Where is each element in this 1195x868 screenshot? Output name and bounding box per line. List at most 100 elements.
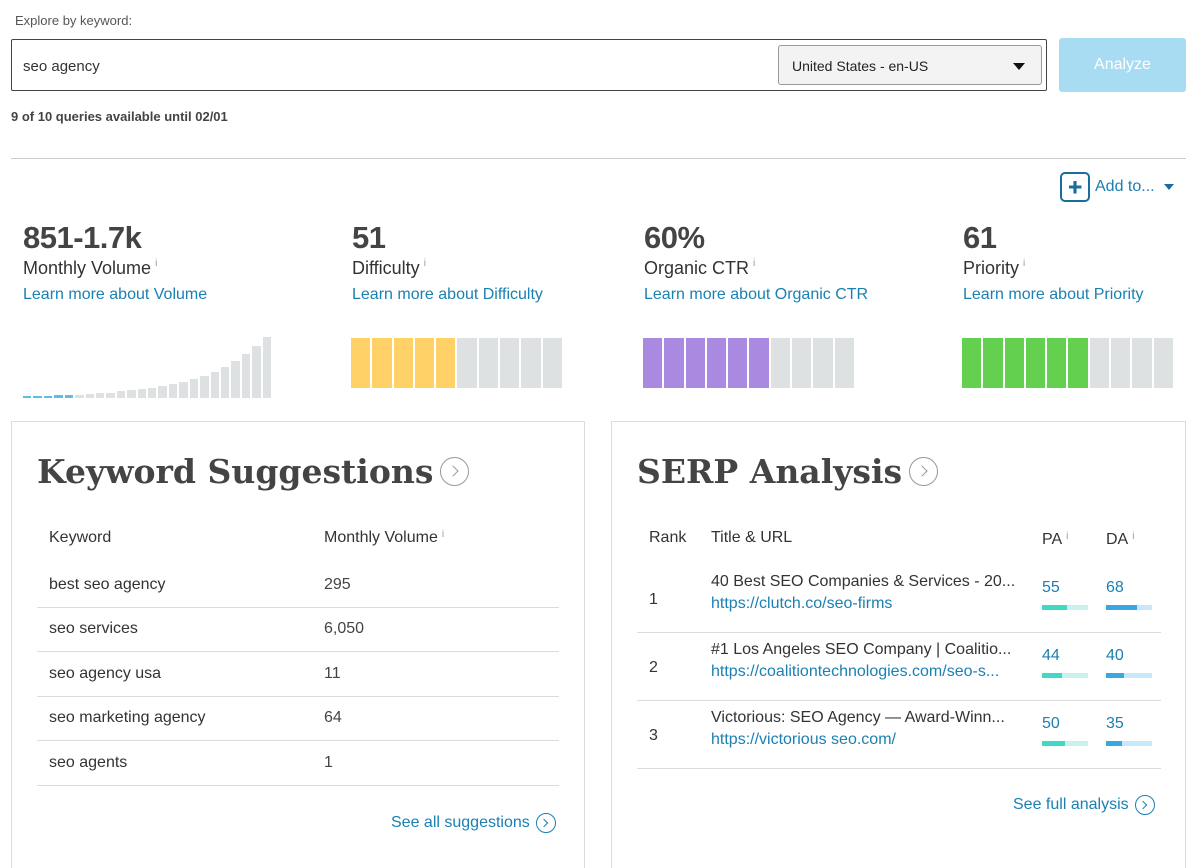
metric-name: Organic CTR <box>644 258 750 278</box>
learn-more-volume-link[interactable]: Learn more about Volume <box>23 286 208 303</box>
pa-value: 44 <box>1042 647 1060 664</box>
da-meter <box>1106 673 1152 678</box>
meter-segment <box>351 338 371 388</box>
search-box: United States - en-US <box>11 39 1047 91</box>
meter-segment <box>436 338 456 388</box>
table-row: 1 40 Best SEO Companies & Services - 20.… <box>637 565 1161 633</box>
see-full-analysis-link[interactable]: See full analysis <box>1013 795 1155 815</box>
volume-cell: 64 <box>324 709 342 726</box>
meter-segment <box>813 338 833 388</box>
priority-meter <box>962 338 1173 388</box>
info-icon[interactable]: i <box>155 258 158 269</box>
learn-more-difficulty-link[interactable]: Learn more about Difficulty <box>352 286 543 303</box>
result-url-link[interactable]: https://clutch.co/seo-firms <box>711 595 893 612</box>
card-title: Keyword Suggestions <box>37 452 434 491</box>
info-icon[interactable]: i <box>1023 258 1026 269</box>
volume-bar-chart <box>23 337 272 398</box>
meter-segment <box>770 338 791 388</box>
volume-bar <box>54 395 63 398</box>
table-row: seo agency usa 11 <box>37 653 559 697</box>
meter-segment <box>1004 338 1024 388</box>
add-to-button[interactable]: Add to... <box>1060 172 1174 202</box>
locale-value: United States - en-US <box>792 58 929 74</box>
chevron-right-circle-icon[interactable] <box>909 457 939 486</box>
learn-more-ctr-link[interactable]: Learn more about Organic CTR <box>644 286 869 303</box>
volume-bar <box>137 389 147 398</box>
see-all-suggestions-link[interactable]: See all suggestions <box>391 813 556 833</box>
meter-segment <box>792 338 812 388</box>
meter-segment <box>1111 338 1131 388</box>
meter-segment <box>414 338 435 388</box>
volume-bar <box>262 337 272 398</box>
volume-bar <box>33 396 42 398</box>
info-icon[interactable]: i <box>1066 531 1069 542</box>
col-monthly-volume: Monthly Volume i <box>324 529 444 547</box>
meter-segment <box>728 338 748 388</box>
da-value: 68 <box>1106 579 1124 596</box>
meter-segment <box>749 338 769 388</box>
meter-segment <box>542 338 562 388</box>
metric-value: 51 <box>352 220 386 255</box>
metric-value: 60% <box>644 220 705 255</box>
queries-note: 9 of 10 queries available until 02/01 <box>11 109 228 124</box>
result-title: Victorious: SEO Agency — Award-Winn... <box>711 709 1005 726</box>
da-meter <box>1106 605 1152 610</box>
metric-difficulty: 51 Difficulty i Learn more about Difficul… <box>352 220 543 304</box>
meter-segment <box>643 338 663 388</box>
info-icon[interactable]: i <box>423 258 426 269</box>
table-row: seo agents 1 <box>37 742 559 786</box>
info-icon[interactable]: i <box>1132 531 1135 542</box>
volume-bar <box>179 382 188 398</box>
meter-segment <box>1025 338 1046 388</box>
chevron-right-circle-icon[interactable] <box>440 457 470 486</box>
learn-more-priority-link[interactable]: Learn more about Priority <box>963 286 1144 303</box>
col-pa: PA i <box>1042 531 1068 549</box>
col-label: DA <box>1106 531 1129 548</box>
table-row: 3 Victorious: SEO Agency — Award-Winn...… <box>637 701 1161 769</box>
table-row: 2 #1 Los Angeles SEO Company | Coalitio.… <box>637 633 1161 701</box>
rank-cell: 2 <box>649 659 658 676</box>
table-row: best seo agency 295 <box>37 564 559 608</box>
pa-value: 55 <box>1042 579 1060 596</box>
chevron-right-circle-icon <box>535 813 556 833</box>
meter-segment <box>834 338 854 388</box>
serp-analysis-card: SERP Analysis Rank Title & URL PA i DA i 1… <box>611 421 1186 868</box>
da-meter <box>1106 741 1152 746</box>
pa-value: 50 <box>1042 715 1060 732</box>
keyword-cell: seo agents <box>49 754 128 771</box>
meter-segment <box>521 338 541 388</box>
meter-segment <box>1132 338 1152 388</box>
locale-select[interactable]: United States - en-US <box>778 45 1042 85</box>
keyword-input[interactable] <box>23 54 723 78</box>
meter-segment <box>1068 338 1088 388</box>
table-row: seo services 6,050 <box>37 608 559 652</box>
volume-bar <box>210 372 220 398</box>
meter-segment <box>500 338 520 388</box>
plus-icon <box>1060 172 1090 202</box>
meter-segment <box>372 338 392 388</box>
volume-bar <box>95 393 105 398</box>
difficulty-meter <box>351 338 562 388</box>
col-keyword: Keyword <box>49 529 112 546</box>
info-icon[interactable]: i <box>753 258 756 269</box>
col-rank: Rank <box>649 529 687 546</box>
keyword-cell: seo services <box>49 620 138 637</box>
metric-value: 851-1.7k <box>23 220 142 255</box>
info-icon[interactable]: i <box>441 529 445 540</box>
meter-segment <box>983 338 1003 388</box>
volume-bar <box>75 395 84 398</box>
link-label: See all suggestions <box>391 814 530 831</box>
volume-cell: 295 <box>324 576 351 593</box>
da-value: 35 <box>1106 715 1124 732</box>
keyword-cell: best seo agency <box>49 576 166 593</box>
add-to-label: Add to... <box>1095 178 1155 195</box>
volume-bar <box>200 376 209 398</box>
result-url-link[interactable]: https://coalitiontechnologies.com/seo-s.… <box>711 663 1000 680</box>
organic-ctr-meter <box>643 338 854 388</box>
meter-segment <box>685 338 705 388</box>
metric-name: Difficulty <box>352 258 420 278</box>
keyword-cell: seo agency usa <box>49 665 162 682</box>
analyze-button[interactable]: Analyze <box>1059 38 1186 92</box>
meter-segment <box>664 338 684 388</box>
result-url-link[interactable]: https://victorious seo.com/ <box>711 731 896 748</box>
